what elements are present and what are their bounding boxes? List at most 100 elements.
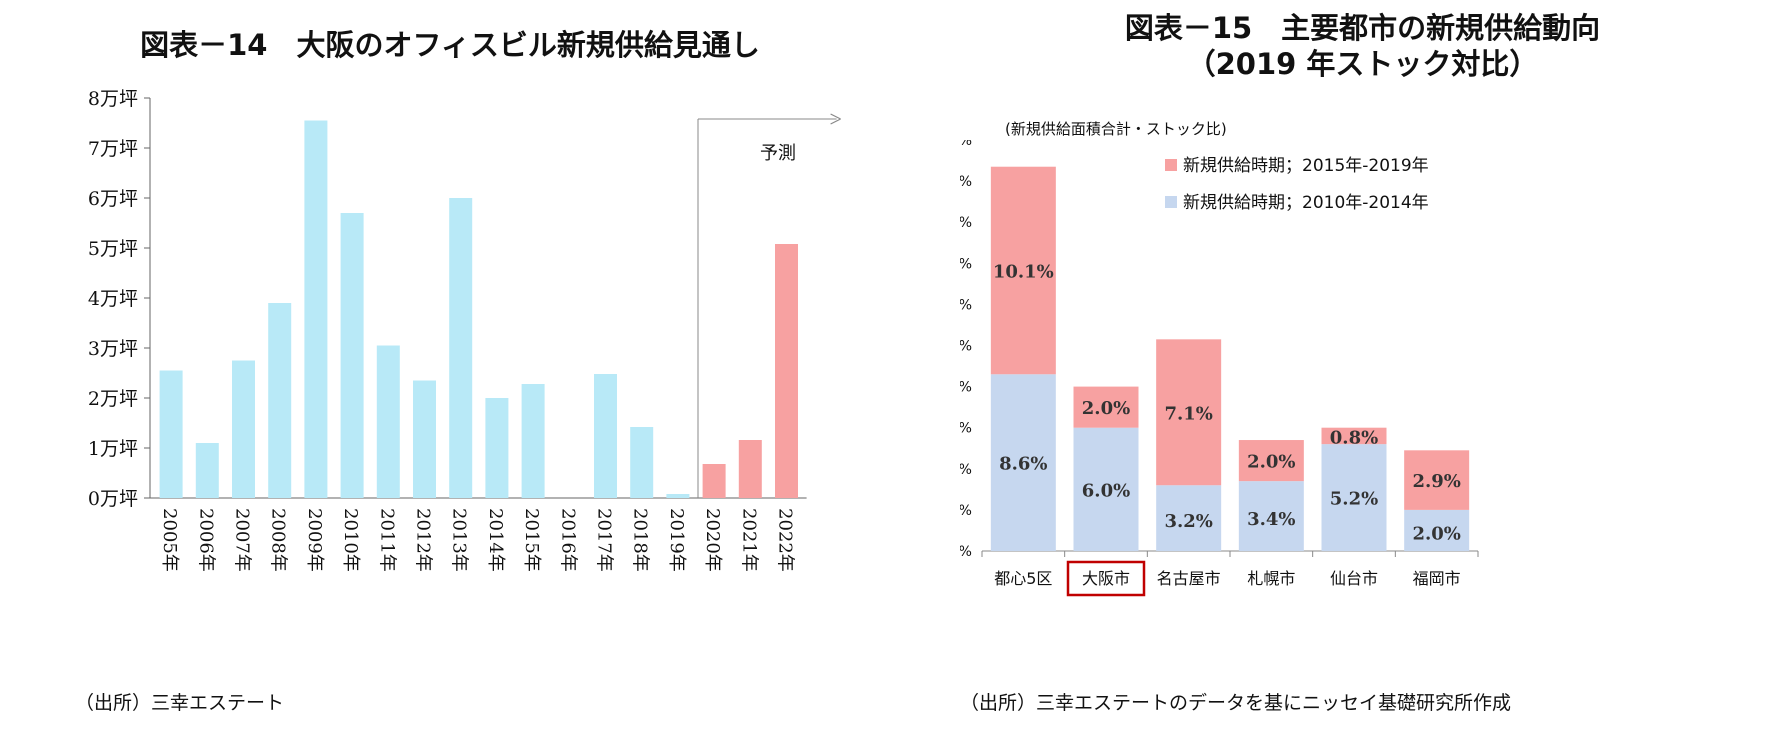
chart-title-right: 図表－15 主要都市の新規供給動向 xyxy=(1124,11,1601,45)
bar-2018年 xyxy=(630,427,654,498)
chart-title-left: 図表－14 大阪のオフィスビル新規供給見通し xyxy=(140,28,760,62)
bar-2005年 xyxy=(159,370,183,498)
bar-2020年 xyxy=(702,464,726,498)
bar-大阪市-series-0 xyxy=(1073,427,1139,551)
bar-2015年 xyxy=(521,384,545,498)
y-tick-label: 18.0% xyxy=(960,174,972,190)
y-tick-label: 6万坪 xyxy=(88,188,138,210)
y-tick-label: 4.0% xyxy=(960,462,972,478)
x-tick-label: 2017年 xyxy=(594,508,615,572)
bar-2006年 xyxy=(195,443,219,498)
bar-名古屋市-series-1 xyxy=(1156,339,1222,486)
legend-swatch xyxy=(1165,196,1177,208)
highlight-box xyxy=(1066,560,1146,597)
x-tick-label: 札幌市 xyxy=(1247,569,1295,588)
x-tick-label: 2014年 xyxy=(485,508,506,572)
y-tick-label: 1万坪 xyxy=(88,438,138,460)
bar-仙台市-series-0 xyxy=(1321,444,1387,551)
bar-2021年 xyxy=(738,440,762,498)
x-tick-label: 2021年 xyxy=(738,508,759,572)
forecast-label: 予測 xyxy=(760,143,796,164)
x-tick-label: 仙台市 xyxy=(1330,569,1378,588)
x-tick-label: 2020年 xyxy=(702,508,723,572)
bar-2014年 xyxy=(485,398,509,498)
x-tick-label: 都心5区 xyxy=(994,569,1052,588)
legend-swatch xyxy=(1165,159,1177,171)
y-tick-label: 16.0% xyxy=(960,215,972,231)
x-tick-label: 2008年 xyxy=(268,508,289,572)
bar-2013年 xyxy=(449,198,473,498)
x-tick-label: 2007年 xyxy=(232,508,253,572)
bar-福岡市-series-0 xyxy=(1404,509,1470,551)
x-tick-label: 2011年 xyxy=(376,508,397,572)
x-tick-label: 2012年 xyxy=(413,508,434,572)
y-tick-label: 0.0% xyxy=(960,544,972,560)
bar-大阪市-series-1 xyxy=(1073,386,1139,428)
bar-福岡市-series-1 xyxy=(1404,450,1470,510)
y-tick-label: 2万坪 xyxy=(88,388,138,410)
legend-label: 新規供給時期；2010年-2014年 xyxy=(1183,193,1429,213)
data-label: 2.9% xyxy=(1412,471,1460,492)
bar-2022年 xyxy=(775,244,798,498)
y-axis-label-right: (新規供給面積合計・ストック比) xyxy=(1005,120,1227,138)
bar-2017年 xyxy=(594,374,617,498)
stacked-bar-chart-cities: 0.0% 2.0% 4.0% 6.0% 8.0% 10.0% 12.0% 14.0% 16.0%… xyxy=(960,140,1479,597)
x-tick-label: 2010年 xyxy=(340,508,361,572)
y-tick-label: 2.0% xyxy=(960,503,972,519)
y-tick-label: 3万坪 xyxy=(88,338,138,360)
data-label: 7.1% xyxy=(1164,403,1212,424)
data-label: 2.0% xyxy=(1082,398,1130,419)
data-label: 10.1% xyxy=(993,261,1054,282)
bar-2008年 xyxy=(268,303,292,498)
bar-2009年 xyxy=(304,120,328,498)
bar-札幌市-series-0 xyxy=(1238,481,1304,551)
x-tick-label: 2013年 xyxy=(449,508,470,572)
bar-仙台市-series-1 xyxy=(1321,427,1387,445)
y-tick-label: 12.0% xyxy=(960,297,972,313)
data-label: 2.0% xyxy=(1412,523,1460,544)
x-tick-label: 2015年 xyxy=(521,508,542,572)
x-tick-label: 2009年 xyxy=(304,508,325,572)
y-tick-label: 4万坪 xyxy=(88,288,138,310)
bar-2007年 xyxy=(232,360,255,498)
data-label: 8.6% xyxy=(999,454,1047,475)
data-label: 0.8% xyxy=(1330,428,1378,449)
chart-panel-osaka-supply: 図表－14 大阪のオフィスビル新規供給見通し 0万坪 1万坪 2万坪 3万坪 4万坪 5万… xyxy=(75,28,841,714)
data-label: 2.0% xyxy=(1247,452,1295,473)
bar-2011年 xyxy=(376,345,400,498)
y-tick-label: 5万坪 xyxy=(88,238,138,260)
y-tick-label: 7万坪 xyxy=(88,138,138,160)
source-note-right: （出所）三幸エステートのデータを基にニッセイ基礎研究所作成 xyxy=(960,692,1512,714)
y-tick-label: 20.0% xyxy=(960,140,972,149)
y-tick-label: 10.0% xyxy=(960,339,972,355)
data-label: 3.4% xyxy=(1247,509,1295,530)
chart-panel-city-supply: 図表－15 主要都市の新規供給動向 （2019 年ストック対比） (新規供給面積… xyxy=(960,0,1765,749)
bar-2012年 xyxy=(413,380,436,498)
bar-札幌市-series-1 xyxy=(1238,440,1304,482)
x-tick-label: 2019年 xyxy=(666,508,687,572)
x-tick-label: 2022年 xyxy=(775,508,796,572)
y-tick-label: 0万坪 xyxy=(88,488,138,510)
data-label: 5.2% xyxy=(1330,489,1378,510)
chart-subtitle-right: （2019 年ストック対比） xyxy=(1186,47,1539,81)
y-tick-label: 14.0% xyxy=(960,256,972,272)
data-label: 6.0% xyxy=(1082,480,1130,501)
x-tick-label: 名古屋市 xyxy=(1157,569,1221,588)
bar-名古屋市-series-0 xyxy=(1156,485,1222,551)
x-tick-label: 2005年 xyxy=(159,508,180,572)
bar-都心5区-series-1 xyxy=(990,166,1056,375)
x-tick-label: 2016年 xyxy=(557,508,578,572)
legend-label: 新規供給時期；2015年-2019年 xyxy=(1183,156,1429,176)
y-tick-label: 6.0% xyxy=(960,421,972,437)
bar-2010年 xyxy=(340,213,364,498)
forecast-arrow-head xyxy=(830,113,841,125)
bar-都心5区-series-0 xyxy=(990,374,1056,551)
x-tick-label: 2018年 xyxy=(630,508,651,572)
x-tick-label: 大阪市 xyxy=(1082,569,1130,588)
y-tick-label: 8万坪 xyxy=(88,88,138,110)
x-tick-label: 福岡市 xyxy=(1413,569,1461,588)
source-note-left: （出所）三幸エステート xyxy=(75,692,285,714)
data-label: 3.2% xyxy=(1164,511,1212,532)
y-tick-label: 8.0% xyxy=(960,380,972,396)
